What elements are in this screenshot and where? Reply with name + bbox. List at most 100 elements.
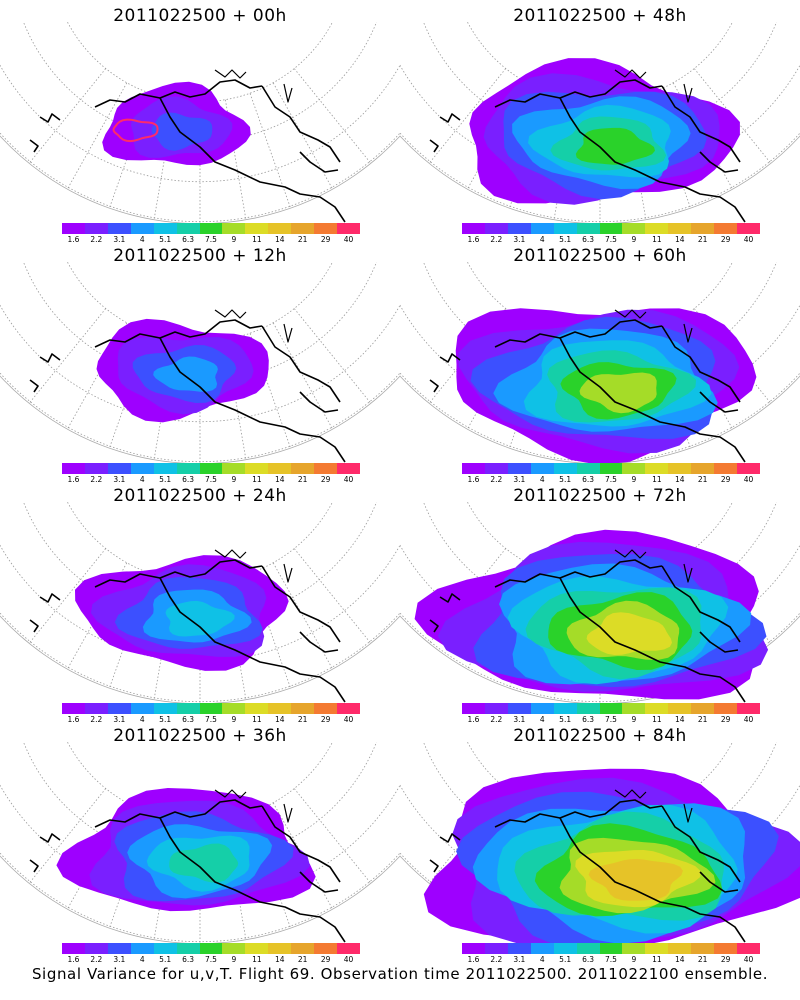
colorbar-swatch — [199, 943, 223, 954]
colorbar-tick-label: 11 — [652, 955, 662, 964]
colorbar — [462, 703, 760, 714]
colorbar-swatch — [153, 943, 177, 954]
colorbar-swatch — [737, 223, 760, 234]
colorbar-tick-label: 9 — [631, 235, 637, 244]
colorbar-swatch — [462, 943, 485, 954]
colorbar-swatch — [337, 463, 360, 474]
colorbar-swatch — [222, 463, 246, 474]
colorbar-tick-label: 5.1 — [559, 955, 572, 964]
colorbar-tick-label: 40 — [743, 715, 754, 724]
colorbar-tick-label: 4 — [139, 235, 145, 244]
colorbar-tick-label: 14 — [274, 235, 285, 244]
colorbar-swatch — [668, 703, 692, 714]
colorbar-swatch — [245, 943, 269, 954]
colorbar-tick-label: 21 — [297, 475, 308, 484]
colorbar-swatch — [130, 703, 154, 714]
colorbar-swatch — [245, 463, 269, 474]
colorbar-swatch — [507, 223, 531, 234]
colorbar-tick-label: 29 — [720, 955, 731, 964]
colorbar-tick-label: 5.1 — [559, 475, 572, 484]
colorbar — [62, 703, 360, 714]
colorbar-swatch — [153, 223, 177, 234]
colorbar-swatch — [337, 703, 360, 714]
colorbar-tick-label: 5.1 — [559, 715, 572, 724]
coastline — [29, 549, 346, 703]
colorbar-swatch — [691, 703, 715, 714]
colorbar-tick-label: 3.1 — [113, 715, 126, 724]
colorbar-tick-label: 1.6 — [467, 955, 480, 964]
polar-map — [400, 742, 800, 948]
colorbar-tick-label: 14 — [274, 475, 285, 484]
colorbar-tick-label: 5.1 — [159, 715, 172, 724]
colorbar-swatch — [576, 943, 600, 954]
colorbar-swatch — [530, 463, 554, 474]
colorbar-swatch — [462, 463, 485, 474]
colorbar — [462, 463, 760, 474]
colorbar-tick-label: 5.1 — [159, 955, 172, 964]
colorbar-swatch — [314, 703, 338, 714]
colorbar-swatch — [130, 223, 154, 234]
colorbar-labels: 1.6 2.2 3.1 4 5.1 6.3 7.5 9 11 14 21 29 40 — [462, 715, 760, 725]
colorbar-tick-label: 40 — [743, 955, 754, 964]
colorbar-swatch — [245, 703, 269, 714]
colorbar-tick-label: 2.2 — [490, 715, 503, 724]
colorbar-tick-label: 29 — [720, 235, 731, 244]
coastline — [429, 549, 746, 703]
colorbar-tick-label: 40 — [343, 955, 354, 964]
polar-map — [0, 742, 400, 944]
colorbar-tick-label: 5.1 — [559, 235, 572, 244]
colorbar-swatch — [130, 943, 154, 954]
panel-title: 2011022500 + 72h — [513, 486, 687, 506]
colorbar-tick-label: 6.3 — [582, 955, 595, 964]
colorbar-swatch — [599, 703, 623, 714]
colorbar-swatch — [62, 463, 85, 474]
colorbar-tick-label: 11 — [252, 715, 262, 724]
colorbar-tick-label: 1.6 — [67, 955, 80, 964]
colorbar-tick-label: 14 — [274, 955, 285, 964]
colorbar-swatch — [107, 223, 131, 234]
colorbar-tick-label: 21 — [297, 955, 308, 964]
polar-map — [0, 262, 400, 464]
colorbar-swatch — [714, 223, 738, 234]
colorbar-swatch — [199, 463, 223, 474]
colorbar-tick-label: 21 — [697, 715, 708, 724]
colorbar-swatch — [291, 703, 315, 714]
colorbar-labels: 1.6 2.2 3.1 4 5.1 6.3 7.5 9 11 14 21 29 40 — [462, 475, 760, 485]
colorbar-swatch — [62, 223, 85, 234]
figure-caption: Signal Variance for u,v,T. Flight 69. Ob… — [31, 965, 769, 983]
colorbar — [62, 943, 360, 954]
coastline — [429, 69, 746, 223]
colorbar-tick-label: 14 — [674, 715, 685, 724]
colorbar-swatch — [176, 463, 200, 474]
colorbar-tick-label: 5.1 — [159, 475, 172, 484]
colorbar-swatch — [576, 463, 600, 474]
panel-title: 2011022500 + 48h — [513, 6, 687, 26]
colorbar-tick-label: 1.6 — [67, 235, 80, 244]
colorbar-labels: 1.6 2.2 3.1 4 5.1 6.3 7.5 9 11 14 21 29 40 — [462, 955, 760, 965]
colorbar-tick-label: 7.5 — [605, 475, 617, 484]
colorbar-tick-label: 14 — [674, 955, 685, 964]
colorbar-tick-label: 9 — [631, 475, 637, 484]
colorbar-tick-label: 3.1 — [513, 235, 526, 244]
colorbar-swatch — [291, 943, 315, 954]
colorbar-tick-label: 7.5 — [205, 475, 217, 484]
panel-title: 2011022500 + 36h — [113, 726, 287, 746]
map-panel: 2011022500 + 84h 1.6 2.2 3.1 4 5.1 6.3 7.5 9 11 14… — [400, 720, 800, 964]
colorbar-labels: 1.6 2.2 3.1 4 5.1 6.3 7.5 9 11 14 21 29 40 — [62, 715, 360, 725]
colorbar-tick-label: 4 — [139, 715, 145, 724]
colorbar — [462, 943, 760, 954]
colorbar-labels: 1.6 2.2 3.1 4 5.1 6.3 7.5 9 11 14 21 29 40 — [462, 235, 760, 245]
colorbar-swatch — [668, 943, 692, 954]
colorbar-swatch — [84, 703, 108, 714]
colorbar-tick-label: 9 — [231, 715, 237, 724]
colorbar-tick-label: 4 — [539, 715, 545, 724]
colorbar-swatch — [484, 463, 508, 474]
colorbar-swatch — [268, 943, 292, 954]
polar-map — [0, 502, 400, 704]
colorbar-tick-label: 4 — [139, 475, 145, 484]
colorbar-swatch — [153, 703, 177, 714]
colorbar-tick-label: 1.6 — [67, 475, 80, 484]
map-panel: 2011022500 + 36h 1.6 2.2 3.1 4 5.1 6.3 7.5 9 11 14… — [0, 720, 400, 964]
colorbar-tick-label: 9 — [631, 955, 637, 964]
colorbar-swatch — [622, 463, 646, 474]
